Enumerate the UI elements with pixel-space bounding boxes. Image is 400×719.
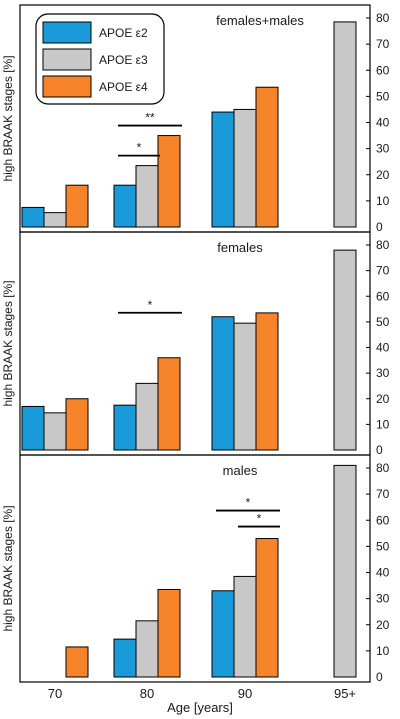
- y-tick-label: 30: [376, 142, 390, 156]
- significance-label: *: [246, 496, 251, 510]
- significance-label: *: [137, 141, 142, 155]
- y-axis-right: 10 20 30 40 50 60 70 80 0: [366, 461, 390, 684]
- bar-apoe-4-70: [65, 184, 89, 228]
- y-tick-label: 80: [376, 238, 390, 252]
- panel-title: males: [223, 463, 258, 478]
- y-tick-label: 50: [376, 315, 390, 329]
- y-tick-label: 40: [376, 566, 390, 580]
- y-tick-label: 70: [376, 264, 390, 278]
- bar-apoe-3-80: [135, 620, 159, 678]
- panel-frame: [19, 454, 371, 683]
- legend: APOE ε2 APOE ε3 APOE ε4: [35, 13, 165, 105]
- significance-label: *: [148, 298, 153, 312]
- x-tick-label: 90: [238, 686, 252, 701]
- significance-label: *: [257, 512, 262, 526]
- y-tick-label: 30: [376, 592, 390, 606]
- bar-apoe-3-95: [333, 464, 357, 678]
- bar-apoe-2-80: [113, 184, 137, 228]
- bar-apoe-2-90: [211, 111, 235, 228]
- panel-females-males: 10 20 30 40 50 60 70 80 0 high BRAAK stages [%] fe…: [1, 4, 390, 234]
- significance-label: **: [145, 111, 155, 125]
- bar-apoe-3-70: [43, 212, 67, 228]
- y-tick-label: 20: [376, 168, 390, 182]
- bar-apoe-3-70: [43, 412, 67, 451]
- bars: [65, 464, 357, 678]
- y-tick-label: 60: [376, 289, 390, 303]
- legend-label-apoe-2: APOE ε2: [99, 26, 148, 40]
- panel-title: females+males: [216, 13, 304, 28]
- bar-apoe-2-70: [21, 206, 45, 228]
- panel-males: 10 20 30 40 50 60 70 80 0 high BRAAK stages [%] ma…: [1, 454, 390, 684]
- y-axis-right: 10 20 30 40 50 60 70 80 0: [366, 238, 390, 457]
- y-tick-label: 10: [376, 417, 390, 431]
- legend-swatch-apoe-2: [42, 21, 92, 44]
- y-tick-label: 20: [376, 618, 390, 632]
- significance-markers: ***: [118, 111, 182, 157]
- bar-apoe-3-90: [233, 575, 257, 678]
- x-tick-label: 70: [48, 686, 62, 701]
- y-tick-label: 10: [376, 644, 390, 658]
- significance-markers: *: [118, 298, 182, 314]
- y-tick-label: 50: [376, 89, 390, 103]
- y-tick-label: 0: [376, 670, 383, 684]
- bar-apoe-4-80: [157, 357, 181, 451]
- panels: 10 20 30 40 50 60 70 80 0 high BRAAK stages [%] fe…: [1, 4, 390, 684]
- bar-apoe-3-90: [233, 108, 257, 228]
- bar-apoe-3-95: [333, 249, 357, 451]
- y-tick-label: 80: [376, 461, 390, 475]
- y-tick-label: 40: [376, 341, 390, 355]
- legend-swatch-apoe-4: [42, 75, 92, 98]
- bar-apoe-2-90: [211, 590, 235, 678]
- bar-apoe-2-90: [211, 316, 235, 451]
- bar-apoe-4-90: [255, 538, 279, 678]
- bar-apoe-3-80: [135, 165, 159, 228]
- legend-label-apoe-3: APOE ε3: [99, 53, 148, 67]
- bar-apoe-4-70: [65, 398, 89, 451]
- x-tick-label: 95+: [334, 686, 356, 701]
- x-tick-label: 80: [140, 686, 154, 701]
- y-tick-label: 70: [376, 37, 390, 51]
- y-tick-label: 70: [376, 487, 390, 501]
- bar-apoe-3-90: [233, 322, 257, 451]
- x-axis-label: Age [years]: [167, 700, 233, 715]
- panel-females: 10 20 30 40 50 60 70 80 0 high BRAAK stages [%] fe…: [1, 231, 390, 457]
- y-tick-label: 80: [376, 11, 390, 25]
- y-tick-label: 20: [376, 392, 390, 406]
- bar-apoe-4-80: [157, 135, 181, 228]
- legend-swatch-apoe-3: [42, 48, 92, 71]
- y-axis-label: high BRAAK stages [%]: [1, 55, 15, 181]
- y-tick-label: 0: [376, 443, 383, 457]
- bar-apoe-3-80: [135, 382, 159, 451]
- panel-title: females: [217, 240, 263, 255]
- y-tick-label: 0: [376, 220, 383, 234]
- y-tick-label: 60: [376, 63, 390, 77]
- bar-apoe-2-70: [21, 405, 45, 451]
- bar-apoe-4-70: [65, 646, 89, 678]
- bar-apoe-2-80: [113, 638, 137, 678]
- y-axis-label: high BRAAK stages [%]: [1, 280, 15, 406]
- y-tick-label: 30: [376, 366, 390, 380]
- y-tick-label: 10: [376, 194, 390, 208]
- y-tick-label: 50: [376, 539, 390, 553]
- bar-apoe-2-80: [113, 404, 137, 451]
- bar-apoe-4-90: [255, 86, 279, 228]
- y-axis-right: 10 20 30 40 50 60 70 80 0: [366, 11, 390, 234]
- legend-label-apoe-4: APOE ε4: [99, 80, 148, 94]
- y-axis-label: high BRAAK stages [%]: [1, 505, 15, 631]
- bar-apoe-4-80: [157, 588, 181, 678]
- bar-apoe-3-95: [333, 21, 357, 228]
- x-axis: 70 80 90 95+: [48, 686, 356, 701]
- significance-markers: **: [216, 496, 280, 528]
- bar-apoe-4-90: [255, 312, 279, 451]
- bars: [21, 21, 357, 228]
- y-tick-label: 60: [376, 513, 390, 527]
- bars: [21, 249, 357, 451]
- y-tick-label: 40: [376, 116, 390, 130]
